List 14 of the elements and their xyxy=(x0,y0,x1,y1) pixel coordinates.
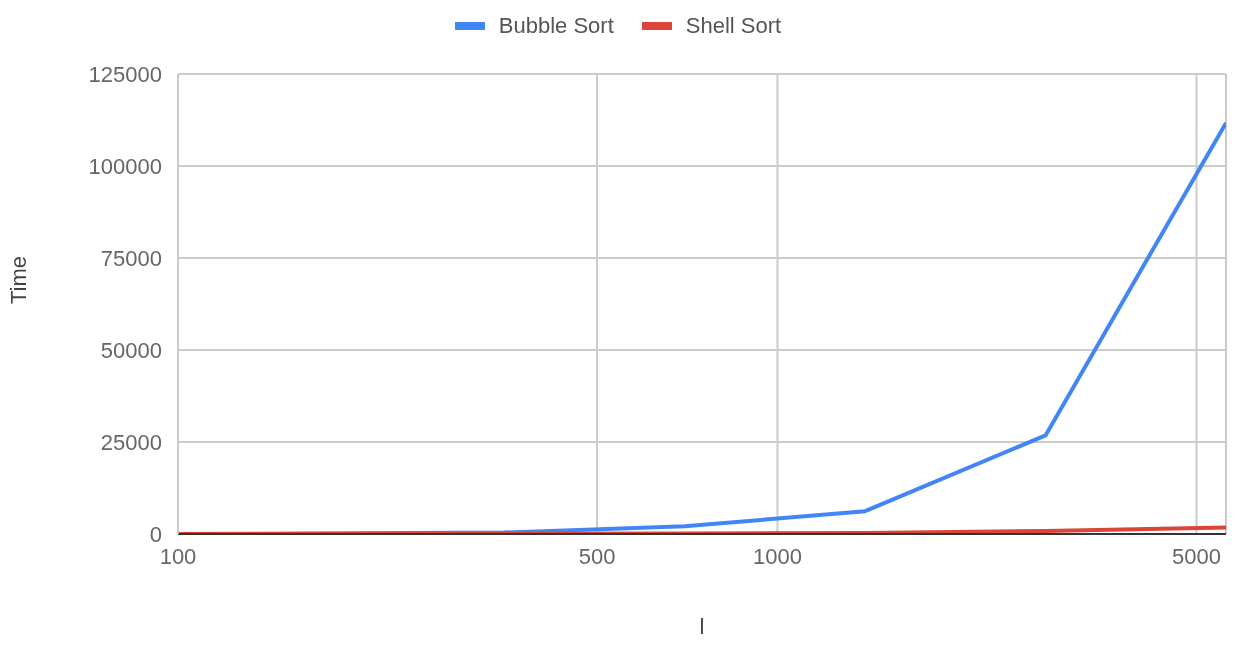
y-axis-title: Time xyxy=(5,255,31,304)
legend-label: Bubble Sort xyxy=(498,13,614,39)
y-tick-label: 125000 xyxy=(88,61,162,87)
x-tick-label: 5000 xyxy=(1172,543,1221,569)
y-tick-label: 50000 xyxy=(100,337,162,363)
y-tick-label: 100000 xyxy=(88,153,162,179)
x-tick-label: 500 xyxy=(578,543,616,569)
y-tick-label: 75000 xyxy=(100,245,162,271)
y-tick-label: 0 xyxy=(149,521,162,547)
x-axis-title: l xyxy=(699,614,705,639)
x-tick-label: 1000 xyxy=(753,543,802,569)
legend-label: Shell Sort xyxy=(685,13,782,39)
x-tick-label: 100 xyxy=(159,543,197,569)
y-tick-label: 25000 xyxy=(100,429,162,455)
